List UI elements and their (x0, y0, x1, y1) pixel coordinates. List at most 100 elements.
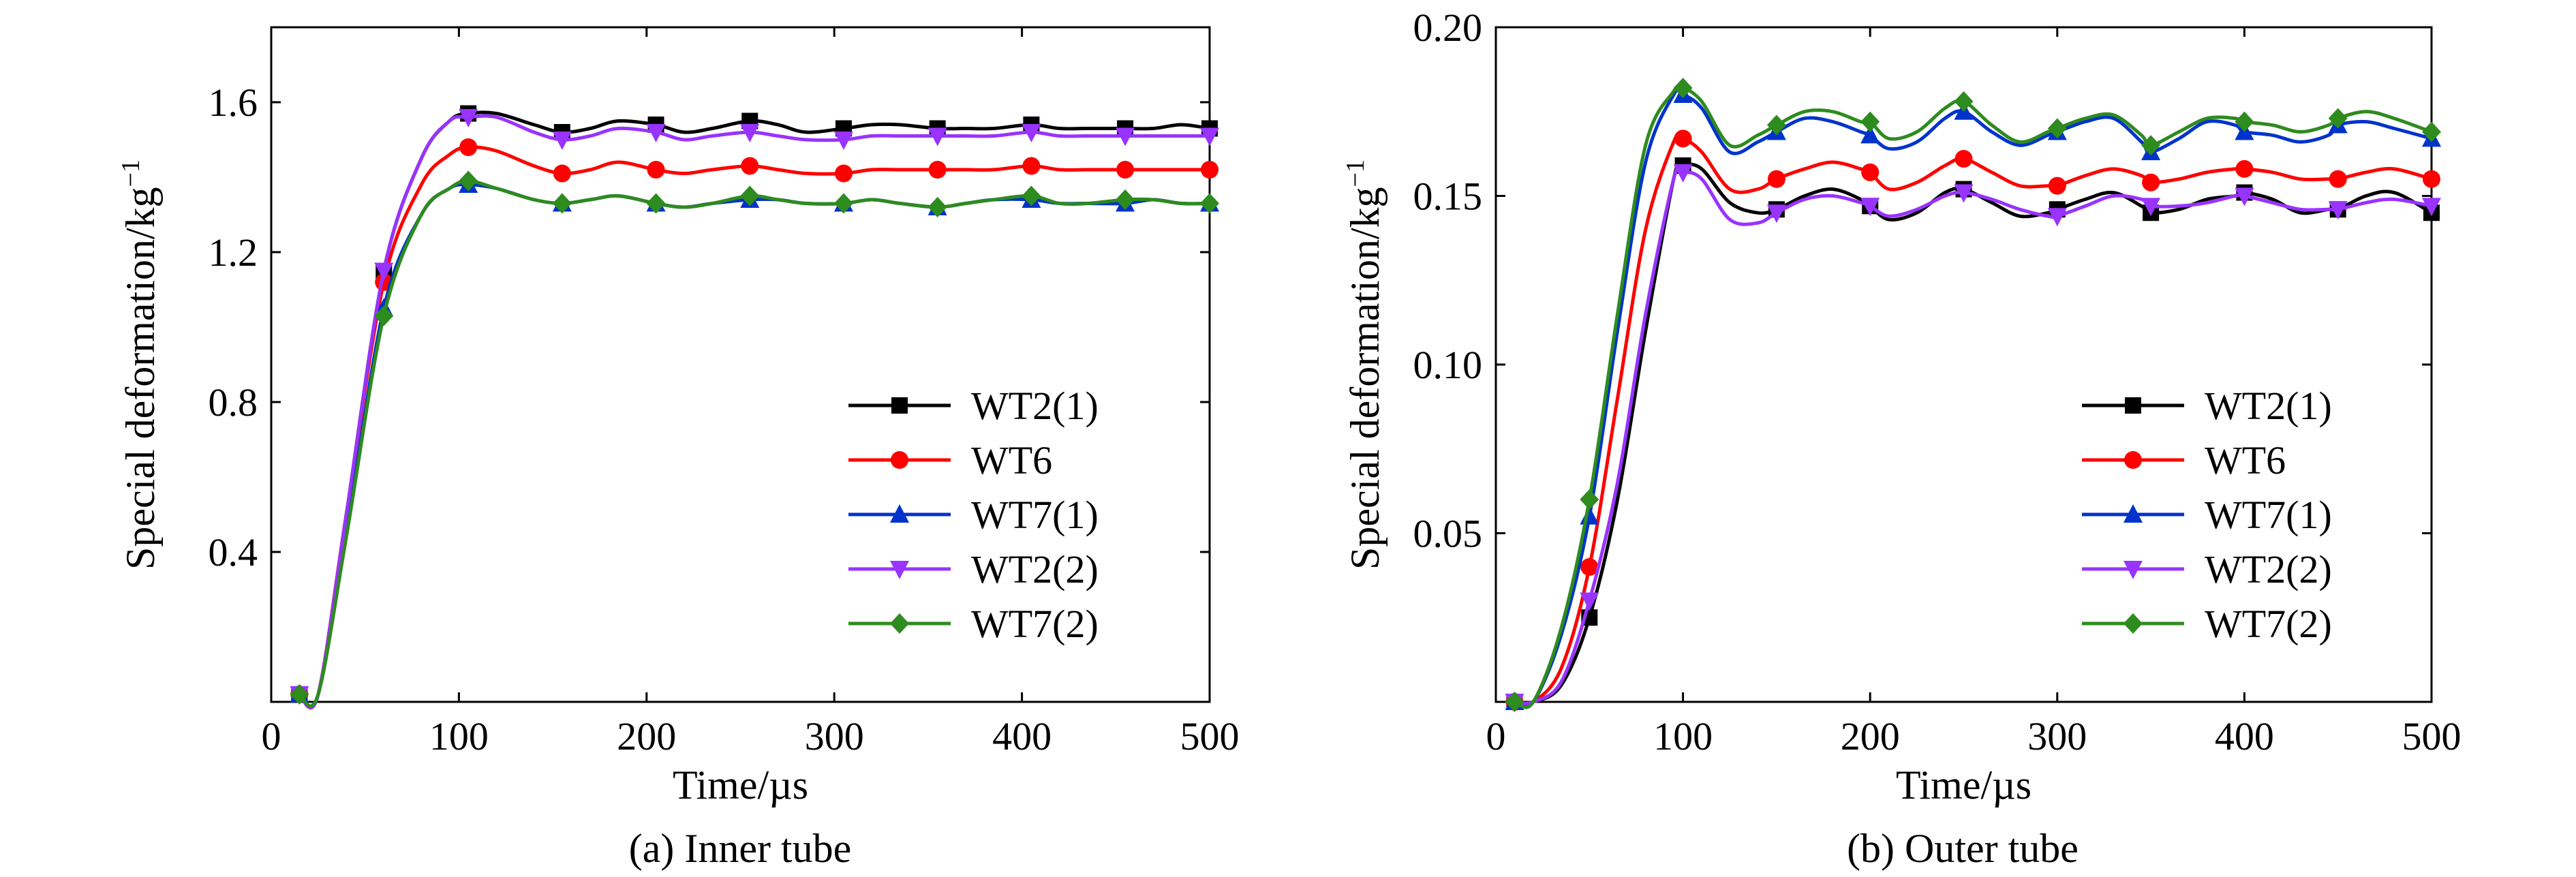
data-point (2047, 118, 2067, 139)
data-point (1580, 489, 1599, 510)
data-point (459, 170, 478, 191)
data-point (646, 124, 666, 142)
legend-marker (890, 561, 909, 579)
data-point (290, 684, 309, 705)
legend-marker (891, 397, 908, 414)
data-point (1022, 124, 1041, 142)
x-tick-label: 0 (262, 714, 281, 758)
data-point (2141, 135, 2161, 156)
legend-label: WT7(1) (971, 493, 1099, 537)
data-point (833, 193, 853, 214)
data-point (1201, 161, 1218, 179)
data-point (1954, 184, 1974, 203)
data-point (833, 132, 853, 150)
x-tick-label: 300 (2027, 714, 2087, 758)
data-point (374, 262, 394, 281)
y-tick-label: 0.10 (1413, 343, 1483, 387)
data-point (2328, 201, 2348, 220)
data-point (927, 197, 947, 217)
series-line (298, 179, 1210, 708)
y-axis-label: Special deformation/kg−1 (1341, 159, 1387, 570)
data-point (1673, 164, 1693, 183)
legend-marker (891, 451, 908, 469)
data-point (1580, 558, 1599, 576)
data-point (1116, 189, 1135, 210)
data-point (1022, 157, 1041, 175)
chart-panel-outer: 0 100 200 300 400 500 0.05 0.10 0.15 0.20 Time/µs S… (1341, 5, 2462, 871)
data-point (1860, 111, 1880, 132)
data-point (2423, 170, 2440, 188)
data-point (1505, 692, 1524, 712)
data-point (374, 305, 394, 326)
x-tick-label: 200 (617, 714, 676, 758)
x-tick-label: 300 (805, 714, 864, 758)
data-point (2328, 108, 2348, 129)
data-point (2235, 187, 2254, 206)
legend: WT2(1) WT6 WT7(1) WT2(2) WT7(2) (848, 384, 1099, 646)
legend-label: WT7(2) (2205, 602, 2332, 646)
x-tick-label: 400 (2215, 714, 2274, 758)
data-point (646, 193, 666, 214)
data-point (927, 127, 947, 147)
y-tick-label: 0.15 (1413, 174, 1483, 219)
y-tick-label: 0.8 (209, 380, 258, 425)
data-point (459, 109, 478, 127)
data-point (741, 157, 759, 175)
data-point (1116, 127, 1135, 147)
legend-marker (2124, 451, 2142, 469)
data-point (1580, 592, 1599, 611)
series-line (298, 145, 1210, 709)
x-tick-label: 500 (1180, 714, 1240, 758)
data-point (2235, 111, 2254, 132)
data-point (1766, 114, 1786, 136)
y-tick-label: 1.6 (209, 80, 258, 125)
series-WT7(2) (1505, 78, 2441, 712)
data-point (1860, 125, 1880, 144)
legend-marker (2123, 504, 2143, 523)
legend-marker (2123, 561, 2143, 579)
legend-label: WT6 (2205, 438, 2286, 482)
legend-label: WT2(2) (2205, 547, 2332, 591)
data-point (2235, 159, 2254, 178)
data-point (459, 138, 478, 156)
series-line (298, 114, 1210, 709)
data-point (1766, 204, 1786, 224)
y-axis-label: Special deformation/kg−1 (117, 159, 163, 570)
x-tick-label: 100 (1653, 714, 1713, 758)
legend: WT2(1) WT6 WT7(1) WT2(2) WT7(2) (2082, 384, 2332, 646)
data-point (552, 193, 572, 214)
x-axis-label: Time/µs (1896, 763, 2031, 807)
legend-label: WT7(1) (2205, 493, 2332, 537)
series-WT6 (290, 138, 1218, 709)
legend-label: WT2(1) (2205, 384, 2332, 428)
data-point (2422, 198, 2441, 217)
series-WT2(2) (290, 109, 1219, 709)
legend-marker (890, 504, 909, 523)
legend-marker (2123, 613, 2143, 634)
legend-marker (890, 613, 909, 634)
x-tick-label: 100 (429, 714, 489, 758)
y-tick-label: 1.2 (209, 230, 258, 275)
data-point (2141, 198, 2161, 217)
data-point (2422, 121, 2441, 142)
y-tick-label: 0.20 (1413, 5, 1483, 50)
x-axis-label: Time/µs (673, 763, 808, 807)
data-point (1200, 127, 1219, 147)
legend-label: WT2(2) (971, 547, 1099, 591)
data-point (2047, 208, 2067, 227)
data-point (1954, 150, 1973, 168)
data-point (928, 161, 947, 179)
data-point (2142, 173, 2160, 191)
data-point (2048, 176, 2066, 195)
chart-panel-inner: 0 100 200 300 400 500 0.4 0.8 1.2 1.6 Time/µs Speci… (117, 26, 1240, 871)
legend-marker (2125, 397, 2141, 414)
legend-label: WT2(1) (971, 384, 1099, 428)
data-point (1673, 78, 1693, 99)
x-tick-label: 200 (1841, 714, 1900, 758)
x-tick-label: 0 (1486, 714, 1506, 758)
data-point (1767, 170, 1785, 188)
data-point (740, 124, 760, 142)
panel-caption: (a) Inner tube (629, 826, 851, 871)
data-point (2329, 170, 2347, 188)
